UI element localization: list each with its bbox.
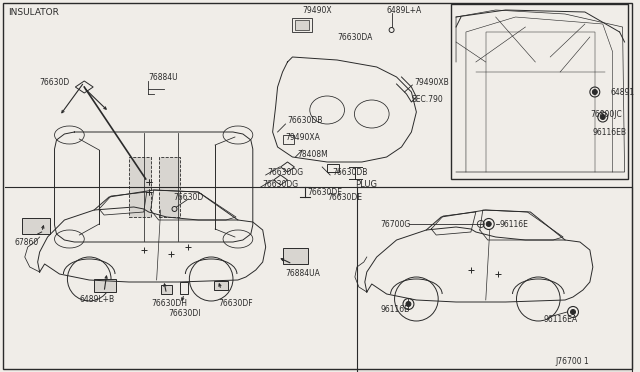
- Text: 96116E: 96116E: [381, 305, 410, 314]
- Bar: [161, 285, 173, 294]
- Text: 96116E: 96116E: [500, 219, 529, 228]
- Bar: [451, 4, 628, 179]
- Text: 76630DB: 76630DB: [287, 115, 323, 125]
- Text: 96116EB: 96116EB: [593, 128, 627, 137]
- Bar: [180, 282, 188, 294]
- Text: 76700G: 76700G: [381, 219, 411, 228]
- Text: J76700 1: J76700 1: [555, 357, 589, 366]
- Text: 79490XB: 79490XB: [414, 77, 449, 87]
- Bar: [22, 218, 49, 234]
- Text: 76630DG: 76630DG: [262, 180, 299, 189]
- Circle shape: [593, 90, 597, 94]
- Text: 79490X: 79490X: [302, 6, 332, 15]
- Text: 76630DH: 76630DH: [152, 299, 188, 308]
- Text: 78408M: 78408M: [298, 150, 328, 158]
- Bar: [129, 157, 150, 217]
- Text: 76630DA: 76630DA: [337, 32, 372, 42]
- Circle shape: [486, 221, 492, 227]
- Circle shape: [600, 115, 605, 119]
- Bar: [214, 281, 228, 290]
- Text: 76884U: 76884U: [148, 73, 179, 81]
- Bar: [282, 248, 308, 264]
- Text: 76884UA: 76884UA: [285, 269, 321, 279]
- Bar: [292, 18, 312, 32]
- Text: 79490XA: 79490XA: [285, 132, 321, 141]
- Circle shape: [570, 310, 575, 314]
- Text: 76630D: 76630D: [40, 77, 70, 87]
- Bar: [94, 279, 116, 292]
- Text: SEC.790: SEC.790: [412, 94, 443, 103]
- Text: 6489L+B: 6489L+B: [79, 295, 115, 304]
- Circle shape: [406, 301, 411, 307]
- Text: 76630DB: 76630DB: [332, 167, 367, 176]
- Bar: [357, 187, 632, 372]
- Text: 76630DG: 76630DG: [268, 167, 304, 176]
- Text: 96116EA: 96116EA: [543, 315, 577, 324]
- Text: 76630DI: 76630DI: [168, 310, 201, 318]
- Bar: [282, 135, 294, 144]
- Text: INSULATOR: INSULATOR: [8, 7, 59, 16]
- Text: 76800JC: 76800JC: [590, 109, 621, 119]
- Text: PLUG: PLUG: [355, 180, 377, 189]
- Bar: [296, 20, 309, 30]
- Text: 76630D: 76630D: [173, 192, 204, 202]
- Bar: [159, 157, 180, 217]
- Text: 64891: 64891: [611, 87, 635, 96]
- Text: 76630DE: 76630DE: [307, 187, 342, 196]
- Text: 6489L+A: 6489L+A: [387, 6, 422, 15]
- Text: 76630DE: 76630DE: [327, 192, 362, 202]
- Bar: [327, 164, 339, 172]
- Text: 76630DF: 76630DF: [218, 299, 253, 308]
- Text: 67860: 67860: [15, 237, 39, 247]
